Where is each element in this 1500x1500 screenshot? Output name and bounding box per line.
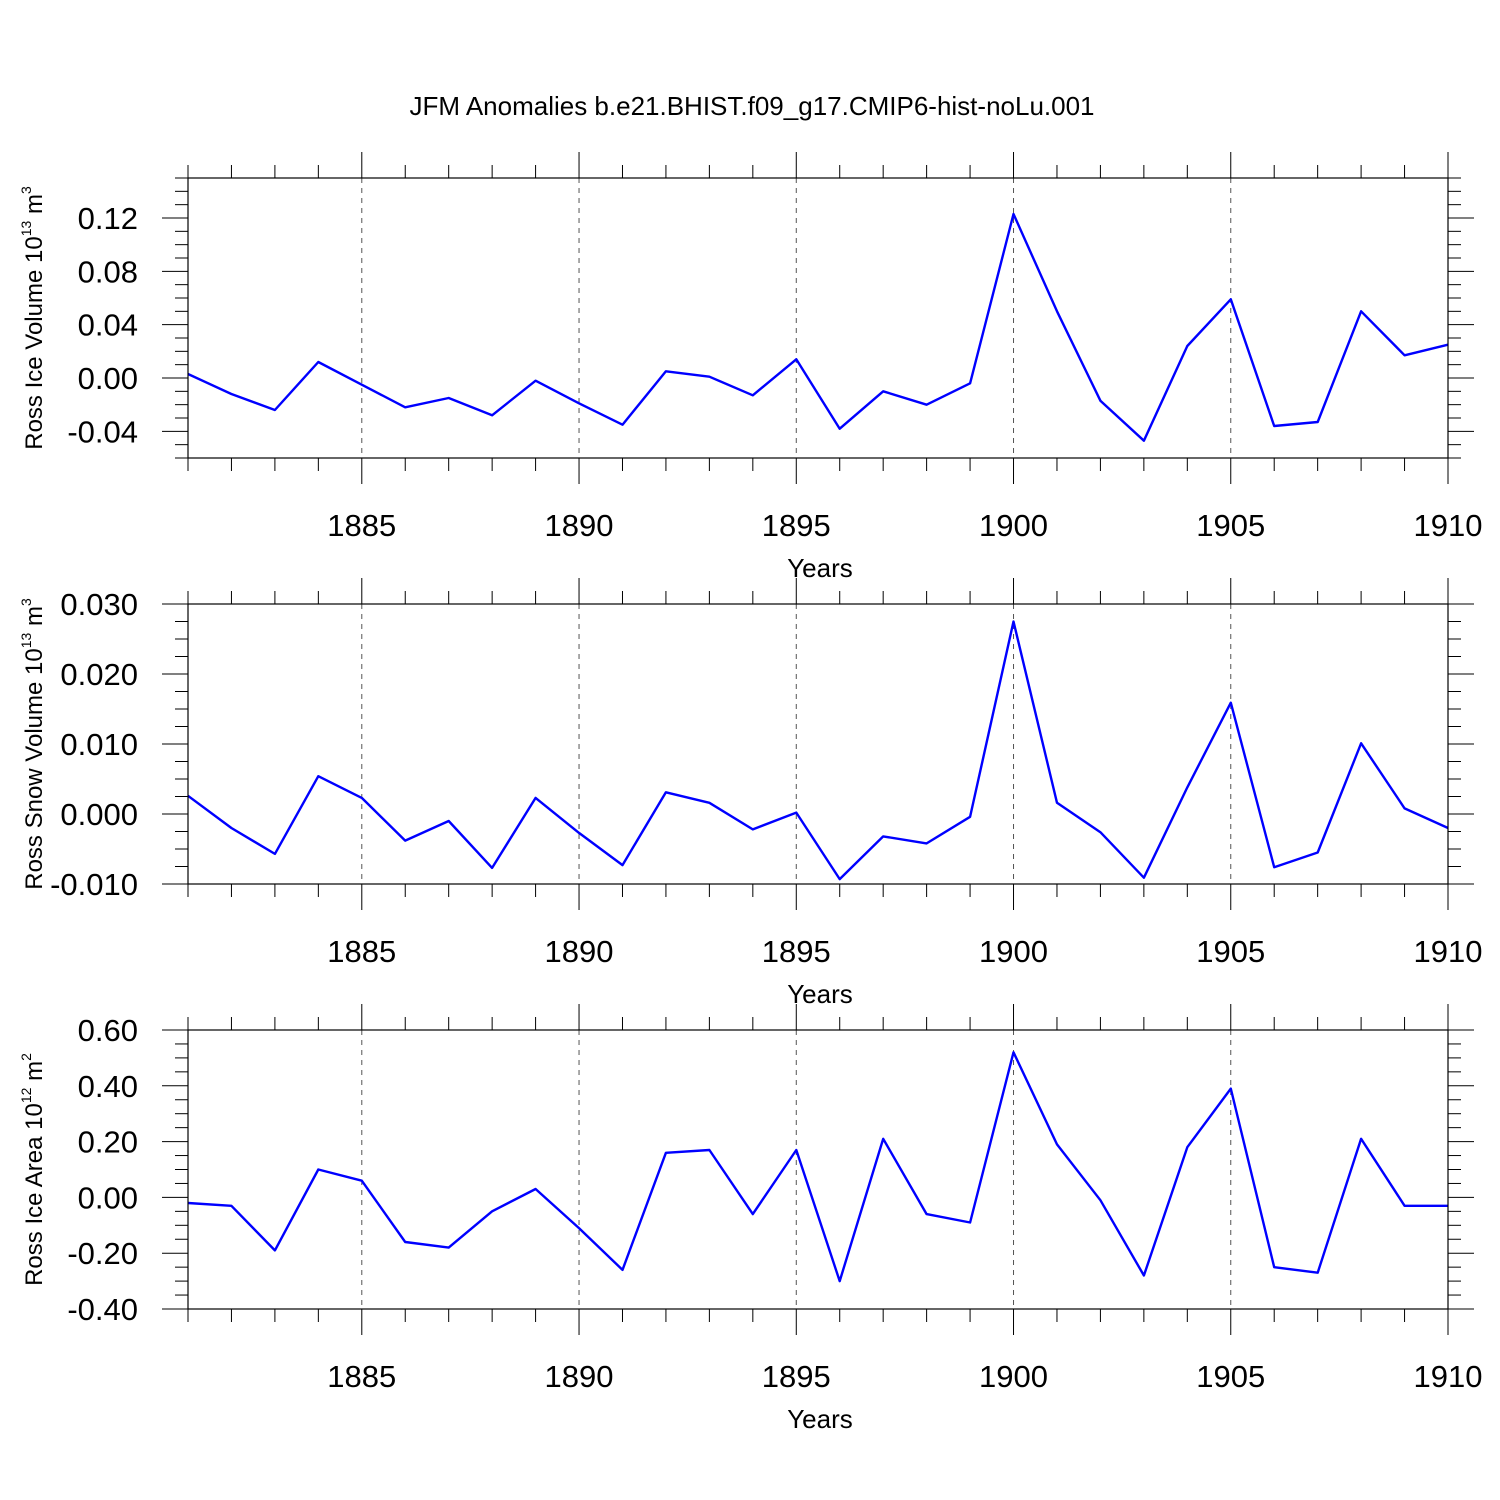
- x-tick-label: 1890: [545, 1359, 614, 1394]
- x-tick-label: 1890: [545, 508, 614, 543]
- x-axis-label: Years: [787, 553, 853, 583]
- y-tick-label: 0.00: [78, 1180, 138, 1215]
- y-tick-label: 0.010: [60, 727, 138, 762]
- x-tick-label: 1905: [1196, 934, 1265, 969]
- y-tick-label: 0.000: [60, 797, 138, 832]
- x-tick-label: 1910: [1414, 934, 1483, 969]
- y-tick-label: 0.08: [78, 254, 138, 289]
- y-axis-label: Ross Snow Volume 1013 m3: [18, 598, 48, 890]
- x-tick-label: 1910: [1414, 1359, 1483, 1394]
- x-tick-label: 1885: [327, 508, 396, 543]
- chart-title: JFM Anomalies b.e21.BHIST.f09_g17.CMIP6-…: [409, 91, 1094, 121]
- x-tick-label: 1895: [762, 934, 831, 969]
- y-tick-label: -0.40: [67, 1292, 138, 1327]
- y-tick-label: 0.00: [78, 361, 138, 396]
- panel-1: -0.04 0.00 0.04 0.08 0.12 1885 1890 1895 1900 190…: [18, 152, 1482, 583]
- x-tick-label: 1885: [327, 934, 396, 969]
- x-tick-label: 1895: [762, 508, 831, 543]
- y-tick-label: -0.04: [67, 414, 138, 449]
- x-axis-label: Years: [787, 979, 853, 1009]
- x-tick-label: 1900: [979, 508, 1048, 543]
- y-axis-label: Ross Ice Volume 1013 m3: [18, 186, 48, 450]
- x-tick-label: 1900: [979, 1359, 1048, 1394]
- y-tick-label: 0.40: [78, 1069, 138, 1104]
- x-tick-label: 1890: [545, 934, 614, 969]
- x-tick-label: 1905: [1196, 1359, 1265, 1394]
- x-tick-label: 1905: [1196, 508, 1265, 543]
- panel-2: -0.010 0.000 0.010 0.020 0.030 1885 1890 1895 19…: [18, 578, 1482, 1009]
- y-tick-label: 0.20: [78, 1125, 138, 1160]
- y-tick-label: 0.04: [78, 308, 138, 343]
- series-line-3: [187, 1051, 1448, 1283]
- series-line-1: [187, 212, 1449, 442]
- y-axis-label: Ross Ice Area 1012 m2: [18, 1053, 48, 1286]
- panel-3: -0.40 -0.20 0.00 0.20 0.40 0.60 1885 1890 1895 19…: [18, 1004, 1482, 1434]
- series-line-2: [187, 620, 1449, 881]
- plot-frame: [187, 177, 1449, 459]
- x-tick-label: 1910: [1414, 508, 1483, 543]
- y-tick-label: 0.60: [78, 1013, 138, 1048]
- x-tick-label: 1900: [979, 934, 1048, 969]
- panels: -0.04 0.00 0.04 0.08 0.12 1885 1890 1895 1900 190…: [18, 152, 1482, 1434]
- x-tick-label: 1895: [762, 1359, 831, 1394]
- plot-frame: [187, 603, 1449, 885]
- x-tick-label: 1885: [327, 1359, 396, 1394]
- y-tick-label: -0.20: [67, 1236, 138, 1271]
- y-tick-label: 0.020: [60, 657, 138, 692]
- y-tick-label: -0.010: [50, 867, 138, 902]
- y-tick-label: 0.030: [60, 587, 138, 622]
- x-axis-label: Years: [787, 1404, 853, 1434]
- y-tick-label: 0.12: [78, 201, 138, 236]
- plot-frame: [187, 1029, 1449, 1310]
